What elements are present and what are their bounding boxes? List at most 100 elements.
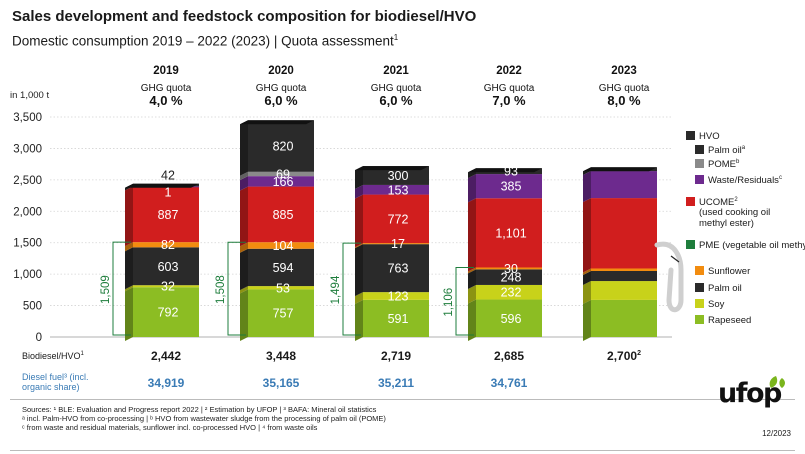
bar-segment-2022-5 (476, 174, 542, 199)
legend-ucome-swatch (686, 197, 695, 207)
bar-side-2022-1 (468, 284, 476, 304)
year-label-2023: 2023 (611, 65, 637, 77)
legend-palm: Palm oil (686, 283, 742, 294)
pme-bracket-2019 (112, 241, 131, 336)
legend-ucome-note: (used cooking oil methyl ester) (699, 207, 771, 229)
total-2021: 2,719 (380, 349, 412, 363)
bar-segment-2023-3 (591, 268, 657, 271)
year-label-2022: 2022 (496, 65, 522, 77)
bar-segment-2021-2 (363, 244, 429, 293)
legend-hvo-pome-swatch (695, 159, 704, 169)
total-2023: 2,7002 (607, 349, 641, 363)
bar-side-2020-5 (240, 176, 248, 191)
divider (10, 399, 795, 400)
bar-segment-2022-4 (476, 198, 542, 268)
data-label-2021-4: 772 (388, 212, 409, 226)
bar-segment-2020-3 (248, 242, 314, 249)
quota-value-2023: 8,0 % (607, 93, 641, 108)
quota-label-2022: GHG quota (484, 83, 535, 94)
bar-segment-2020-5 (248, 176, 314, 187)
stacked-bar-chart: in 1,000 t 0 500 1,000 1,500 2,000 2,500 3,000 3… (10, 65, 684, 344)
data-label-2020-6: 69 (276, 167, 290, 181)
bar-segment-2021-1 (363, 292, 429, 300)
sources-footnote: Sources: ¹ BLE: Evaluation and Progress … (22, 405, 386, 432)
data-label-2022-0: 596 (501, 312, 522, 326)
bar-side-2020-0 (240, 289, 248, 341)
legend-rapeseed: Rapeseed (686, 315, 751, 326)
sources-line-2: ᵃ incl. Palm-HVO from co-processing | ᵇ … (22, 414, 386, 423)
bar-segment-2020-1 (248, 286, 314, 290)
year-label-2019: 2019 (153, 65, 179, 77)
sources-line-3: ᶜ from waste and residual materials, sun… (22, 423, 318, 432)
total-2022: 2,685 (493, 349, 525, 363)
bar-top-cap-2020 (240, 120, 314, 125)
legend-hvo-waste: Waste/Residualsc (686, 173, 782, 186)
y-tick-label: 2,000 (13, 206, 42, 218)
data-label-2020-4: 885 (273, 208, 294, 222)
data-label-2021-5: 153 (388, 183, 409, 197)
bar-top-cap-2021 (355, 166, 429, 171)
data-label-2021-0: 591 (388, 312, 409, 326)
bar-side-2019-1 (125, 285, 133, 292)
bar-side-2023-0 (583, 299, 591, 341)
total-2020: 3,448 (265, 349, 297, 363)
pme-bracket-2021 (342, 242, 361, 336)
quota-value-2020: 6,0 % (264, 93, 298, 108)
bar-side-2021-4 (355, 194, 363, 248)
quota-label-2020: GHG quota (256, 83, 307, 94)
bar-side-2023-3 (583, 268, 591, 275)
data-label-2019-5: 1 (165, 185, 172, 199)
pme-total-2020: 1,508 (215, 275, 227, 304)
diesel-label: Diesel fuel³ (incl. organic share) (22, 372, 89, 392)
bar-side-2022-5 (468, 174, 476, 203)
quota-label-2023: GHG quota (599, 83, 650, 94)
bar-segment-2019-1 (133, 285, 199, 288)
y-tick-label: 1,000 (13, 269, 42, 281)
bar-segment-2021-0 (363, 299, 429, 337)
bar-side-2023-1 (583, 281, 591, 304)
date-stamp: 12/2023 (762, 429, 791, 438)
bar-side-2020-6 (240, 171, 248, 181)
bar-side-2020-7 (240, 120, 248, 176)
y-tick-label: 3,000 (13, 143, 42, 155)
bar-side-2019-3 (125, 242, 133, 252)
legend-rapeseed-swatch (695, 315, 704, 324)
data-label-2020-0: 757 (273, 307, 294, 321)
bar-segment-2021-4 (363, 194, 429, 244)
quota-value-2021: 6,0 % (379, 93, 413, 108)
data-label-2019-1: 32 (161, 280, 175, 294)
bottom-divider (10, 450, 795, 451)
bar-side-2021-7 (355, 166, 363, 189)
legend-sunflower: Sunflower (686, 266, 750, 277)
data-label-2020-2: 594 (273, 261, 294, 275)
data-label-2022-7: 93 (504, 165, 518, 179)
legend-hvo-palm-swatch (695, 145, 704, 155)
bar-segment-2019-4 (133, 186, 199, 243)
quota-label-2019: GHG quota (141, 83, 192, 94)
quota-value-2022: 7,0 % (492, 93, 526, 108)
data-label-2022-2: 248 (501, 271, 522, 285)
data-label-2022-5: 385 (501, 180, 522, 194)
legend-pme-swatch (686, 240, 695, 249)
legend-hvo: HVO (686, 131, 720, 142)
data-label-2020-1: 53 (276, 281, 290, 295)
data-label-2021-1: 123 (388, 289, 409, 303)
ufop-logo: ufop (716, 374, 798, 417)
diesel-2020: 35,165 (262, 376, 300, 390)
data-label-2019-7: 42 (161, 169, 175, 183)
bar-side-2020-1 (240, 286, 248, 294)
y-tick-label: 500 (23, 301, 42, 313)
bar-segment-2021-5 (363, 184, 429, 195)
fuel-nozzle-icon (654, 241, 684, 313)
bar-side-2020-2 (240, 248, 248, 291)
bar-side-2022-2 (468, 269, 476, 289)
data-label-2022-3: 30 (504, 262, 518, 276)
bar-side-2022-3 (468, 267, 476, 274)
data-label-2019-0: 792 (158, 306, 179, 320)
bar-side-2019-0 (125, 287, 133, 341)
diesel-2021: 35,211 (377, 376, 415, 390)
data-label-2022-4: 1,101 (495, 226, 526, 240)
pme-total-2021: 1,494 (330, 275, 342, 304)
legend-pme: PME (vegetable oil methyl ester) (686, 240, 805, 251)
bar-side-2020-3 (240, 242, 248, 253)
